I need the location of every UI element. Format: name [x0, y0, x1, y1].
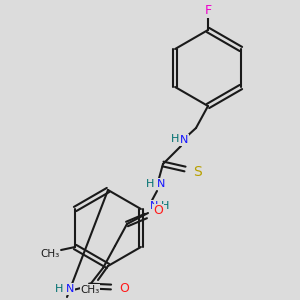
- Text: O: O: [119, 281, 129, 295]
- Text: N: N: [150, 201, 158, 211]
- Text: CH₃: CH₃: [80, 285, 100, 295]
- Text: N: N: [66, 284, 74, 294]
- Text: N: N: [180, 135, 188, 145]
- Text: H: H: [55, 284, 63, 294]
- Text: H: H: [171, 134, 179, 144]
- Text: N: N: [157, 179, 165, 189]
- Text: CH₃: CH₃: [40, 249, 60, 259]
- Text: F: F: [204, 4, 211, 17]
- Text: S: S: [194, 165, 202, 179]
- Text: H: H: [146, 179, 154, 189]
- Text: H: H: [161, 201, 169, 211]
- Text: O: O: [153, 205, 163, 218]
